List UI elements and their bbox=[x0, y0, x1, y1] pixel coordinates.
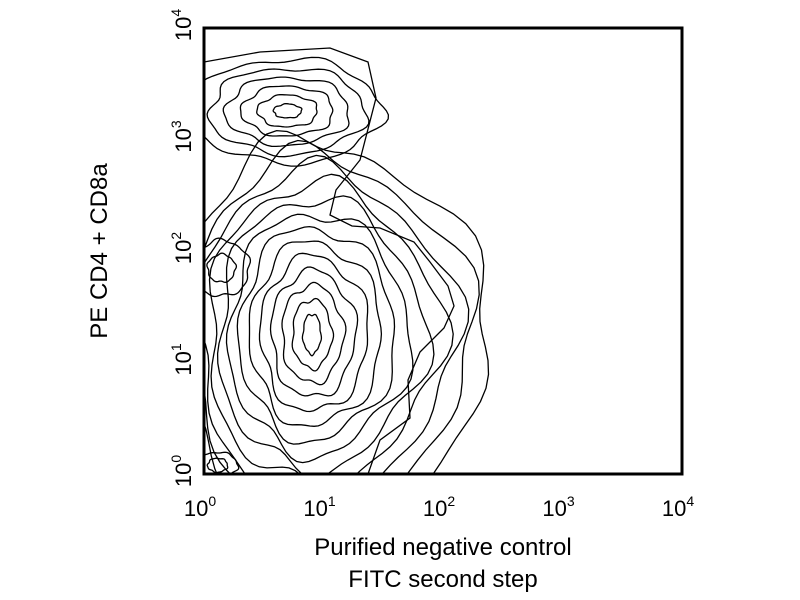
y-tick-label: 104 bbox=[168, 9, 196, 41]
contour-line bbox=[222, 76, 350, 148]
y-tick-label: 102 bbox=[168, 232, 196, 264]
y-tick-label: 103 bbox=[168, 120, 196, 152]
contour-line bbox=[239, 85, 334, 137]
y-axis-label: PE CD4 + CD8a bbox=[86, 163, 113, 339]
contour-line bbox=[206, 457, 229, 474]
contour-line bbox=[216, 195, 435, 474]
contour-line bbox=[281, 281, 347, 386]
contour-line bbox=[204, 154, 470, 474]
contour-line bbox=[225, 213, 414, 464]
y-tick-label: 101 bbox=[168, 343, 196, 375]
contour-line bbox=[291, 297, 335, 372]
contour-line bbox=[206, 68, 370, 158]
contour-line bbox=[208, 173, 454, 474]
x-tick-label: 103 bbox=[542, 493, 574, 521]
contour-line bbox=[301, 313, 323, 357]
contour-line bbox=[206, 252, 238, 283]
plot-frame bbox=[202, 26, 684, 476]
x-tick-label: 102 bbox=[423, 493, 455, 521]
contour-line bbox=[204, 129, 490, 474]
y-axis-ticks: 100 101 102 103 104 bbox=[168, 9, 196, 487]
contour-line bbox=[236, 225, 396, 445]
x-tick-label: 100 bbox=[184, 493, 216, 521]
contour-line bbox=[204, 237, 252, 298]
contour-line bbox=[204, 56, 390, 167]
y-tick-label: 100 bbox=[168, 455, 196, 487]
x-axis-label-line-2: FITC second step bbox=[348, 566, 537, 593]
x-axis-ticks: 100 101 102 103 104 bbox=[184, 493, 694, 521]
x-tick-label: 104 bbox=[662, 493, 694, 521]
contour-line bbox=[204, 139, 480, 474]
contour-line bbox=[204, 451, 240, 474]
contour-line bbox=[272, 103, 303, 119]
contour-line bbox=[258, 252, 369, 413]
contour-envelope bbox=[204, 47, 455, 474]
x-axis-label-line-1: Purified negative control bbox=[314, 534, 571, 561]
contour-line bbox=[256, 94, 318, 128]
contour-line bbox=[248, 240, 383, 427]
contour-line bbox=[269, 266, 359, 397]
x-tick-label: 101 bbox=[303, 493, 335, 521]
contour-lines bbox=[204, 47, 490, 474]
